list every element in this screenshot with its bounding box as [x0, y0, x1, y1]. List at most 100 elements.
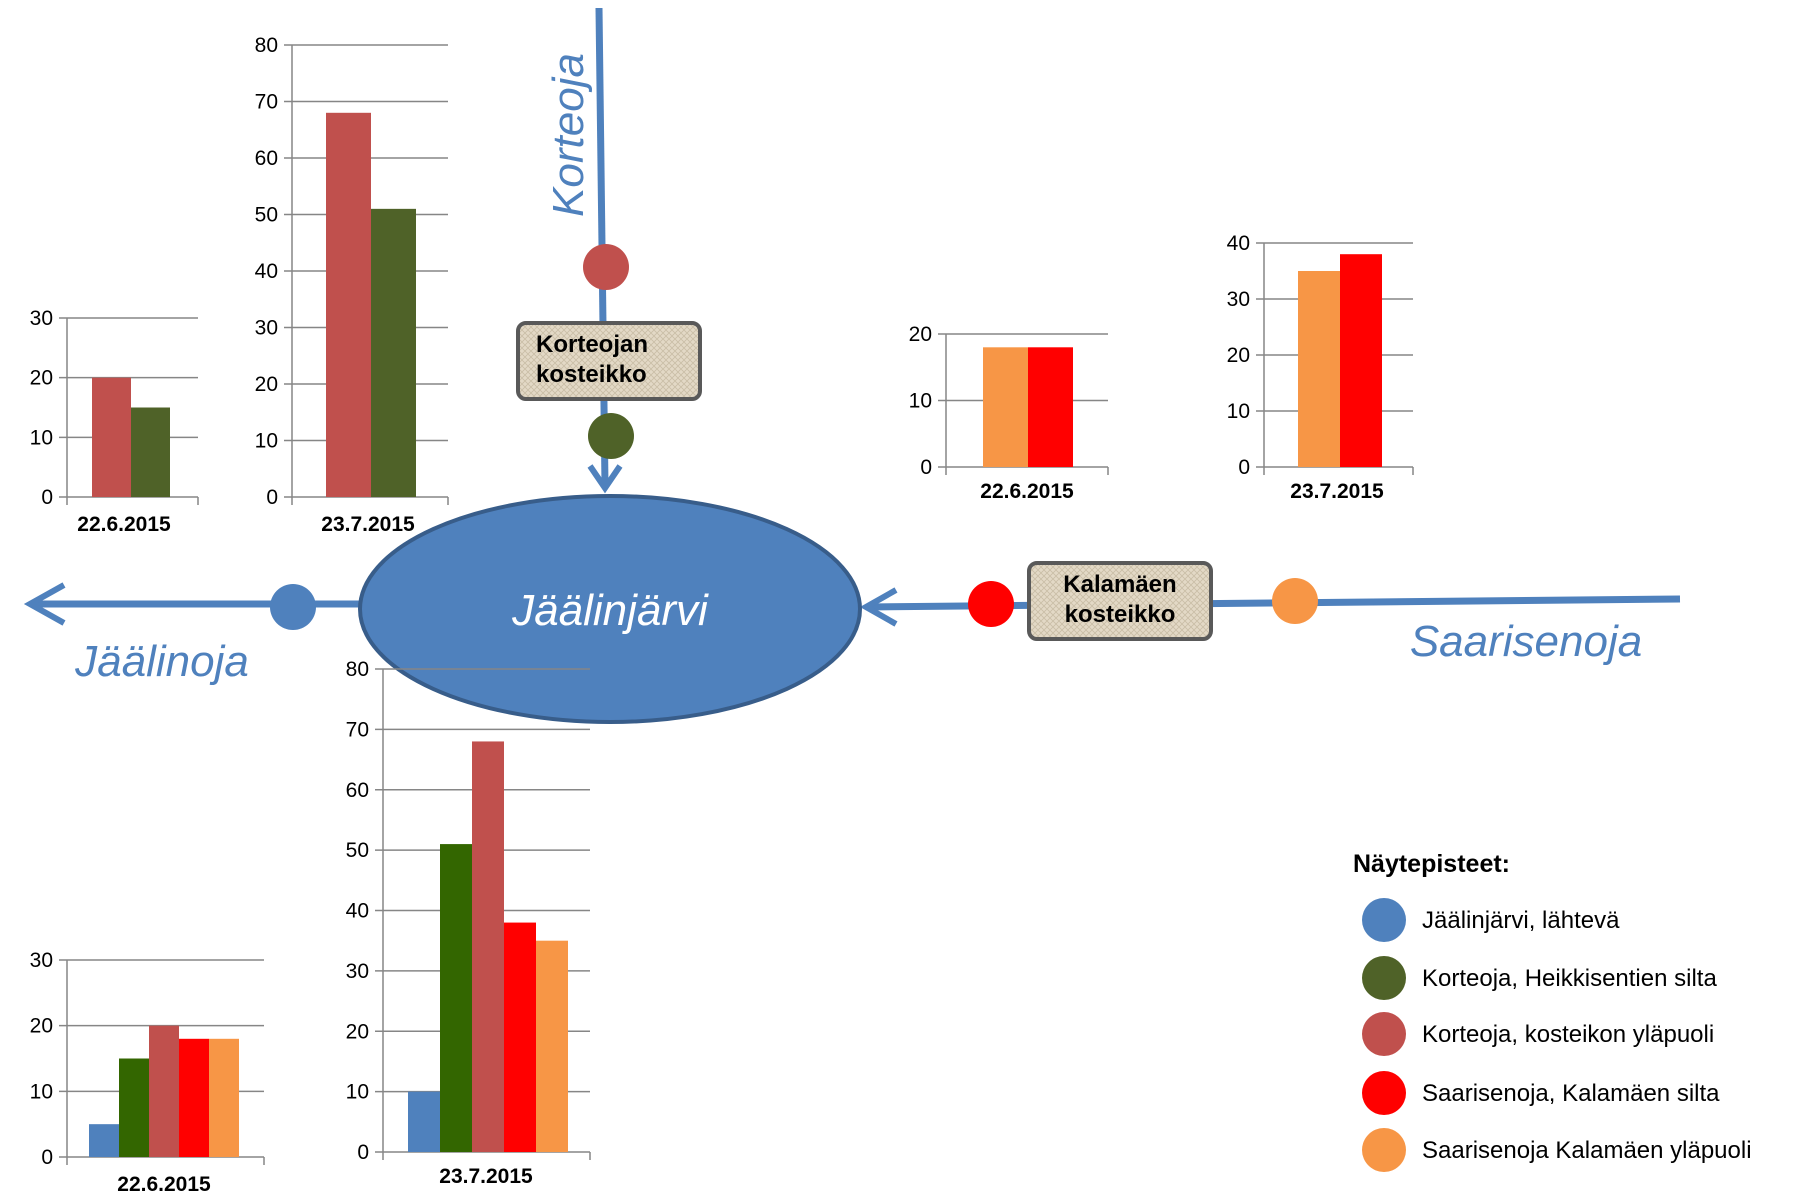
- y-tick-label: 0: [357, 1141, 369, 1164]
- kalamaen-wetland-line1: Kalamäen: [1063, 571, 1176, 598]
- y-tick-label: 20: [1227, 344, 1250, 367]
- y-tick-label: 30: [30, 307, 53, 330]
- legend-label: Korteoja, kosteikon yläpuoli: [1422, 1021, 1714, 1048]
- bar: [326, 112, 371, 498]
- sample-point-saarisenoja-upstream: [1272, 578, 1318, 624]
- bar: [89, 1124, 119, 1157]
- x-axis-label: 22.6.2015: [117, 1173, 211, 1196]
- y-tick-label: 20: [909, 323, 932, 346]
- korteojan-wetland-line2: kosteikko: [536, 361, 647, 388]
- korteojan-wetland-line1: Korteojan: [536, 331, 648, 358]
- bar: [92, 377, 131, 497]
- bar: [1028, 347, 1073, 467]
- bar: [536, 940, 568, 1152]
- y-tick-label: 10: [909, 390, 932, 413]
- bar: [408, 1091, 440, 1152]
- x-axis-label: 23.7.2015: [439, 1165, 533, 1188]
- legend-swatch: [1362, 1071, 1406, 1115]
- y-tick-label: 80: [346, 658, 369, 681]
- y-tick-label: 10: [255, 430, 278, 453]
- saarisenoja-arrowhead: [859, 587, 898, 627]
- y-tick-label: 40: [1227, 232, 1250, 255]
- bar: [1298, 271, 1340, 467]
- legend-swatch: [1362, 956, 1406, 1000]
- y-tick-label: 20: [30, 367, 53, 390]
- legend-label: Jäälinjärvi, lähtevä: [1422, 907, 1620, 934]
- bar: [131, 407, 170, 497]
- legend-label: Saarisenoja, Kalamäen silta: [1422, 1080, 1720, 1107]
- legend-item: Korteoja, Heikkisentien silta: [1362, 956, 1717, 1000]
- y-tick-label: 10: [346, 1081, 369, 1104]
- legend-item: Saarisenoja, Kalamäen silta: [1362, 1071, 1720, 1115]
- bar: [504, 922, 536, 1152]
- y-tick-label: 50: [346, 839, 369, 862]
- bar: [209, 1038, 239, 1157]
- saarisenoja-label: Saarisenoja: [1410, 617, 1642, 666]
- bar: [119, 1058, 149, 1157]
- bar: [983, 347, 1028, 467]
- x-axis-label: 23.7.2015: [1290, 480, 1384, 503]
- y-tick-label: 70: [346, 718, 369, 741]
- korteoja-arrowhead: [587, 464, 623, 494]
- sample-point-saarisenoja-bridge: [968, 581, 1014, 627]
- bar-chart-5: 0 10 20 30 22.6.2015: [30, 949, 265, 1196]
- x-axis-label: 22.6.2015: [77, 513, 171, 536]
- legend-title: Näytepisteet:: [1353, 850, 1510, 878]
- legend-swatch: [1362, 1012, 1406, 1056]
- x-axis-label: 22.6.2015: [980, 480, 1074, 503]
- bar-charts-layer: 0 10 20 30 22.6.2015 0 10 20 30 40 50 60 70 80 23.7.20…: [30, 34, 1414, 1196]
- kalamaen-wetland-box: Kalamäen kosteikko: [1027, 561, 1213, 641]
- bar: [440, 844, 472, 1152]
- y-tick-label: 30: [1227, 288, 1250, 311]
- bar-chart-1: 0 10 20 30 22.6.2015: [30, 307, 199, 536]
- y-tick-label: 0: [266, 486, 278, 509]
- y-tick-label: 10: [30, 1080, 53, 1103]
- lake-label: Jäälinjärvi: [511, 586, 709, 635]
- y-tick-label: 0: [41, 1146, 53, 1169]
- y-tick-label: 20: [346, 1020, 369, 1043]
- y-tick-label: 10: [1227, 400, 1250, 423]
- y-tick-label: 40: [346, 900, 369, 923]
- legend: Näytepisteet: Jäälinjärvi, lähtevä Korteo…: [1353, 850, 1752, 1172]
- sample-point-korteoja-upstream: [583, 244, 629, 290]
- y-tick-label: 50: [255, 204, 278, 227]
- legend-item: Jäälinjärvi, lähtevä: [1362, 898, 1620, 942]
- jaalinoja-arrowhead: [23, 582, 66, 626]
- bar: [179, 1038, 209, 1157]
- lake-shape: [358, 494, 862, 724]
- y-tick-label: 70: [255, 91, 278, 114]
- y-tick-label: 80: [255, 34, 278, 57]
- jaalinoja-label: Jäälinoja: [74, 637, 249, 686]
- legend-item: Korteoja, kosteikon yläpuoli: [1362, 1012, 1714, 1056]
- y-tick-label: 0: [1238, 456, 1250, 479]
- y-tick-label: 60: [255, 147, 278, 170]
- korteojan-wetland-box: Korteojan kosteikko: [516, 321, 702, 401]
- legend-label: Korteoja, Heikkisentien silta: [1422, 965, 1717, 992]
- y-tick-label: 60: [346, 779, 369, 802]
- y-tick-label: 30: [255, 317, 278, 340]
- y-tick-label: 20: [30, 1015, 53, 1038]
- y-tick-label: 30: [30, 949, 53, 972]
- bar-chart-6: 0 10 20 30 40 50 60 70 80 23.7.2015: [346, 658, 591, 1188]
- bar: [1340, 254, 1382, 467]
- bar-chart-2: 0 10 20 30 40 50 60 70 80 23.7.2015: [255, 34, 449, 536]
- bar: [371, 208, 416, 497]
- bar: [149, 1025, 179, 1157]
- kalamaen-wetland-line2: kosteikko: [1065, 601, 1176, 628]
- legend-swatch: [1362, 898, 1406, 942]
- y-tick-label: 20: [255, 373, 278, 396]
- sample-point-jaalinjarvi-outflow: [270, 584, 316, 630]
- y-tick-label: 0: [920, 456, 932, 479]
- x-axis-label: 23.7.2015: [321, 513, 415, 536]
- bar-chart-4: 0 10 20 30 40 23.7.2015: [1227, 232, 1414, 503]
- legend-item: Saarisenoja Kalamäen yläpuoli: [1362, 1128, 1752, 1172]
- korteoja-label: Korteoja: [544, 53, 593, 217]
- bar-chart-3: 0 10 20 22.6.2015: [909, 323, 1109, 503]
- y-tick-label: 40: [255, 260, 278, 283]
- y-tick-label: 0: [41, 486, 53, 509]
- legend-label: Saarisenoja Kalamäen yläpuoli: [1422, 1137, 1752, 1164]
- y-tick-label: 10: [30, 426, 53, 449]
- bar: [472, 741, 504, 1152]
- sample-point-korteoja-bridge: [588, 413, 634, 459]
